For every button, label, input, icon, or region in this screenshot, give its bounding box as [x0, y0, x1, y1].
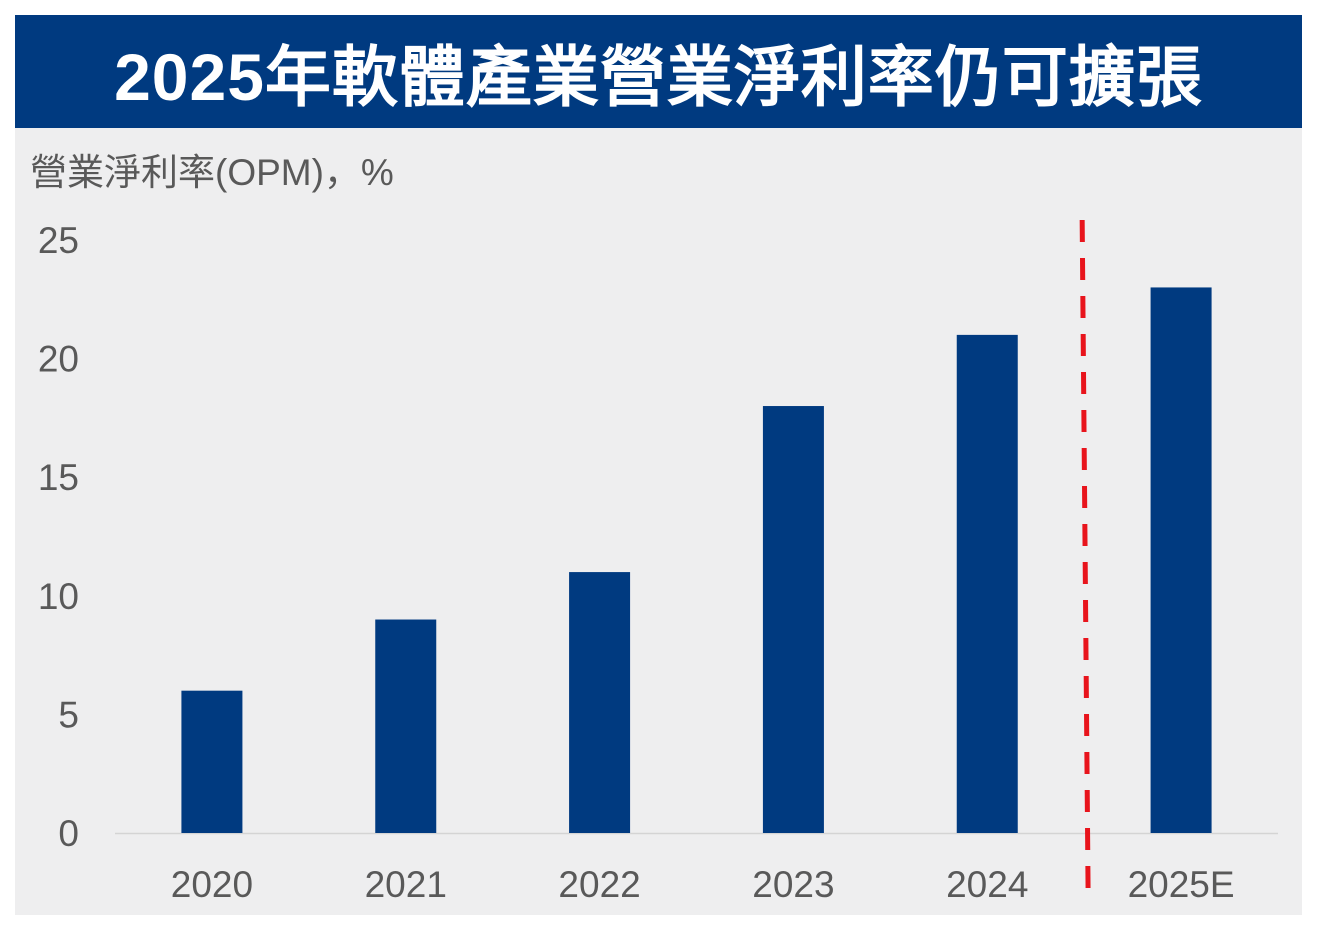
bar-2023: [762, 406, 824, 833]
bar-2020: [181, 690, 243, 833]
y-tick-label: 15: [38, 457, 79, 498]
y-tick-label: 25: [38, 220, 79, 261]
bar-2025E: [1150, 287, 1212, 833]
estimate-divider-line: [1079, 219, 1091, 901]
x-tick-label: 2025E: [1128, 864, 1235, 905]
y-tick-label: 10: [38, 576, 79, 617]
x-tick-labels: 2020 2021 2022 2023 2024 2025E: [171, 864, 1235, 905]
bar-2024: [956, 334, 1018, 833]
y-tick-label: 0: [58, 813, 79, 854]
y-tick-label: 20: [38, 339, 79, 380]
y-tick-labels: 0 5 10 15 20 25: [38, 220, 79, 854]
title-banner: 2025年軟體產業營業淨利率仍可擴張: [15, 15, 1302, 128]
bar-2022: [569, 572, 631, 833]
y-axis-label: 營業淨利率(OPM)，%: [30, 152, 394, 193]
chart-title: 2025年軟體產業營業淨利率仍可擴張: [114, 39, 1203, 114]
x-tick-label: 2022: [558, 864, 640, 905]
bars: [181, 287, 1212, 833]
bar-2021: [375, 619, 437, 833]
x-tick-label: 2024: [946, 864, 1028, 905]
x-tick-label: 2021: [365, 864, 447, 905]
y-tick-label: 5: [58, 694, 79, 735]
x-tick-label: 2023: [752, 864, 834, 905]
x-tick-label: 2020: [171, 864, 253, 905]
